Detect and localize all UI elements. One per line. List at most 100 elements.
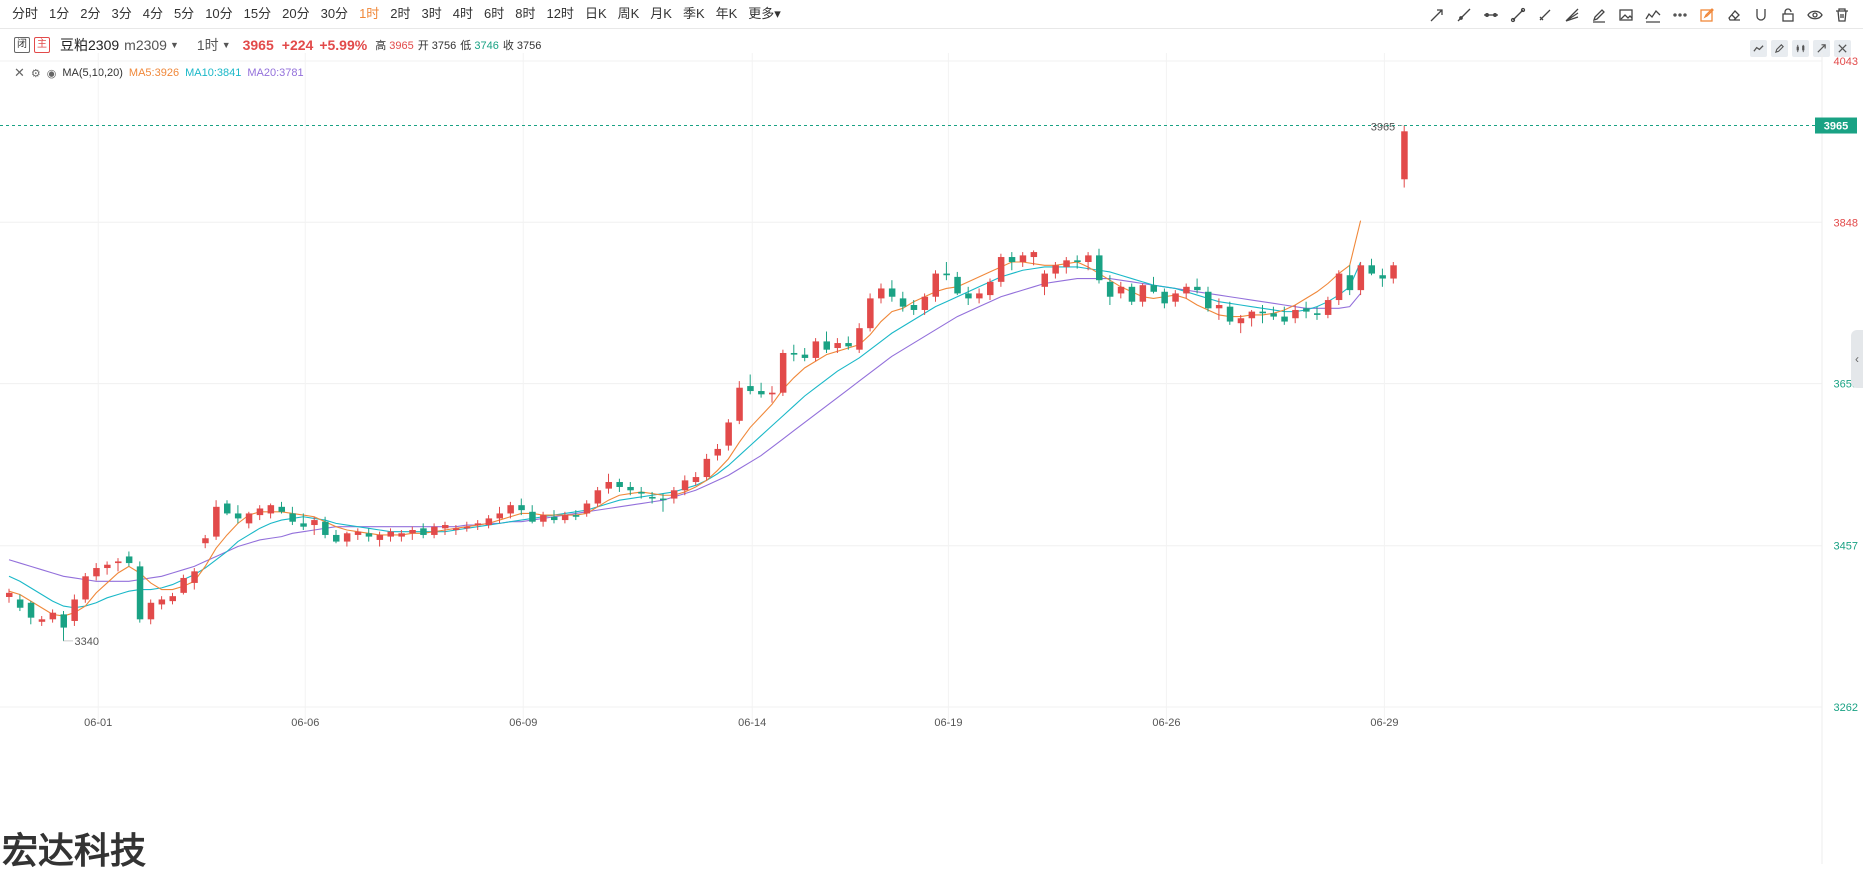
horizontal-line-tool[interactable] <box>1477 4 1504 25</box>
period-18[interactable]: 周K <box>617 6 640 21</box>
symbol-name[interactable]: 豆粕2309 <box>60 37 120 53</box>
close-icon[interactable]: ✕ <box>14 65 25 80</box>
period-7[interactable]: 15分 <box>243 6 272 21</box>
x-tick-label: 06-06 <box>291 717 319 729</box>
candle-body <box>1259 311 1266 314</box>
candle-body <box>758 391 765 395</box>
candle-body <box>376 534 384 540</box>
wave-tool[interactable] <box>1639 4 1666 25</box>
candle-body <box>1106 281 1114 297</box>
side-panel-toggle[interactable]: ‹ <box>1851 330 1863 388</box>
period-2[interactable]: 2分 <box>80 6 101 21</box>
candle-body <box>867 298 874 329</box>
period-21[interactable]: 年K <box>715 6 738 21</box>
pencil-line-tool[interactable] <box>1531 4 1558 25</box>
candle-body <box>779 352 787 393</box>
period-17[interactable]: 日K <box>584 6 607 21</box>
candle-body <box>202 538 209 544</box>
symbol-info-bar: 闭 主 豆粕2309 m2309 ▼ 1时 ▼ 3965 +224 +5.99%… <box>14 35 541 55</box>
main-contract-badge: 主 <box>34 37 50 53</box>
candle-body <box>1161 291 1168 304</box>
edit-tool[interactable] <box>1693 4 1720 25</box>
period-dropdown[interactable]: 1时 <box>196 37 219 53</box>
period-5[interactable]: 5分 <box>173 6 195 21</box>
period-14[interactable]: 6时 <box>484 6 505 21</box>
candle-body <box>289 513 296 522</box>
candle-body <box>333 534 340 542</box>
eye-tool[interactable] <box>1801 4 1828 25</box>
draw-button[interactable] <box>1771 40 1788 57</box>
candle-body <box>300 523 307 527</box>
period-13[interactable]: 4时 <box>452 6 473 21</box>
chevron-down-icon[interactable]: ▼ <box>169 40 179 50</box>
period-10[interactable]: 1时 <box>359 6 380 21</box>
candle-body <box>1379 275 1386 279</box>
candle-body <box>125 556 133 564</box>
period-11[interactable]: 2时 <box>390 6 411 21</box>
close-button[interactable] <box>1834 40 1851 57</box>
candle-body <box>38 619 46 622</box>
indicator-button[interactable] <box>1792 40 1809 57</box>
period-6[interactable]: 10分 <box>205 6 233 21</box>
period-15[interactable]: 8时 <box>515 6 536 21</box>
candle-body <box>1139 285 1147 302</box>
arrow-line-tool[interactable] <box>1423 4 1450 25</box>
candle-body <box>987 281 994 296</box>
candle-body <box>1215 305 1223 309</box>
candle-body <box>278 506 285 512</box>
period-22[interactable]: 更多▾ <box>748 6 781 21</box>
candle-body <box>899 298 907 307</box>
candle-body <box>976 293 983 299</box>
period-4[interactable]: 4分 <box>142 6 163 21</box>
eraser-tool[interactable] <box>1720 4 1747 25</box>
period-20[interactable]: 季K <box>682 6 705 21</box>
ray-line-tool[interactable] <box>1450 4 1477 25</box>
candle-body <box>769 392 776 395</box>
candle-body <box>1346 275 1354 291</box>
candle-body <box>136 566 144 620</box>
chart-type-button[interactable] <box>1750 40 1767 57</box>
more-dots-tool[interactable] <box>1666 4 1693 25</box>
period-8[interactable]: 20分 <box>282 6 310 21</box>
symbol-code[interactable]: m2309 <box>124 37 167 53</box>
candle-body <box>1324 300 1332 315</box>
candle-body <box>104 564 111 569</box>
eye-icon[interactable]: ◉ <box>46 67 57 80</box>
period-9[interactable]: 30分 <box>320 6 349 21</box>
x-tick-label: 06-14 <box>738 717 766 729</box>
magnet-tool[interactable] <box>1747 4 1774 25</box>
x-tick-label: 06-29 <box>1370 717 1398 729</box>
lock-tool[interactable] <box>1774 4 1801 25</box>
candle-body <box>49 612 57 620</box>
candle-body <box>1172 293 1179 302</box>
x-tick-label: 06-19 <box>934 717 962 729</box>
picture-tool[interactable] <box>1612 4 1639 25</box>
fan-tool[interactable] <box>1558 4 1585 25</box>
period-19[interactable]: 月K <box>650 6 672 21</box>
close-badge[interactable]: 闭 <box>14 37 30 53</box>
candle-body <box>442 525 449 529</box>
period-16[interactable]: 12时 <box>546 6 574 21</box>
candle-body <box>463 526 471 529</box>
period-0[interactable]: 分时 <box>12 6 39 21</box>
candle-body <box>1270 313 1277 317</box>
settings-icon[interactable]: ⚙ <box>30 67 41 80</box>
drawing-tools <box>1423 4 1855 25</box>
ohlc-low: 低 3746 <box>460 40 499 52</box>
chevron-down-icon[interactable]: ▼ <box>221 40 231 50</box>
candle-body <box>1335 273 1343 301</box>
candle-body <box>82 576 89 600</box>
brush-tool[interactable] <box>1585 4 1612 25</box>
candle-body <box>420 528 427 535</box>
segment-tool[interactable] <box>1504 4 1531 25</box>
ma20-line <box>8 277 1362 582</box>
period-3[interactable]: 3分 <box>111 6 132 21</box>
period-1[interactable]: 1分 <box>49 6 70 21</box>
fullscreen-button[interactable] <box>1813 40 1830 57</box>
period-12[interactable]: 3时 <box>421 6 442 21</box>
candle-body <box>1292 309 1299 319</box>
trash-tool[interactable] <box>1828 4 1855 25</box>
candle-body <box>812 341 820 358</box>
y-tick-label: 4043 <box>1834 56 1858 68</box>
